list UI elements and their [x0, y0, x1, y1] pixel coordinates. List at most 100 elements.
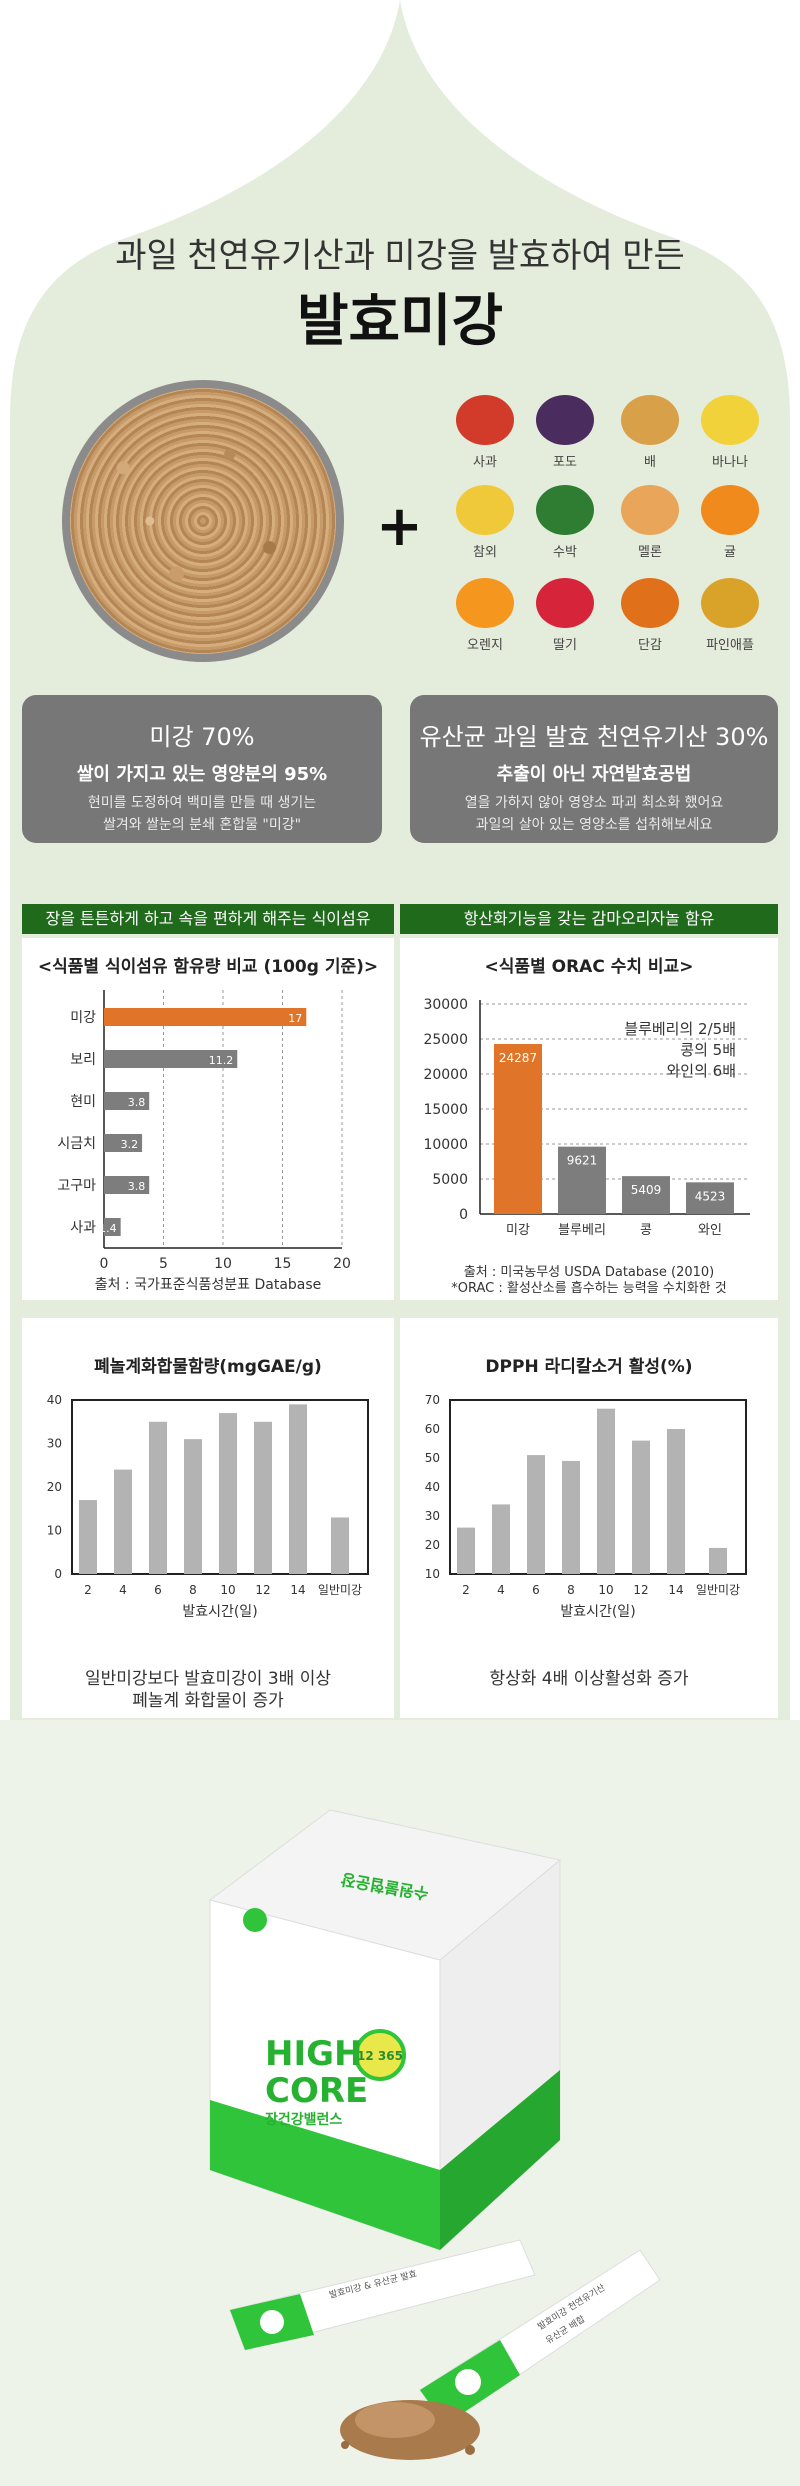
data-label: 24287 [499, 1051, 537, 1065]
info-box-title: 미강 70% [149, 723, 255, 751]
apple-icon [456, 395, 514, 445]
bar [219, 1413, 237, 1574]
x-tick-label: 2 [462, 1583, 470, 1597]
plus-icon: + [376, 494, 423, 559]
bar [558, 1146, 606, 1214]
info-box-headline: 쌀이 가지고 있는 영양분의 95% [76, 764, 328, 785]
x-tick-label: 4 [497, 1583, 505, 1597]
y-tick-label: 40 [425, 1480, 440, 1494]
product-brand-line1: HIGH [265, 2034, 362, 2074]
hero-title: 발효미강 [296, 289, 504, 352]
x-tick-label: 8 [189, 1583, 197, 1597]
data-label: 4523 [695, 1189, 726, 1203]
fruit-item: 포도 [525, 395, 605, 470]
bar [597, 1408, 615, 1574]
y-tick-label: 70 [425, 1393, 440, 1407]
y-tick-label: 40 [47, 1393, 62, 1407]
bar [104, 1008, 307, 1026]
bar [492, 1504, 510, 1574]
category-label: 콩 [640, 1223, 652, 1238]
melon-icon [621, 485, 679, 535]
x-tick-label: 12 [633, 1583, 648, 1597]
bar [79, 1500, 97, 1574]
bar [104, 1218, 121, 1236]
fruit-label: 참외 [473, 545, 497, 560]
rice-bran-image [62, 380, 344, 662]
polyphenol-caption-line: 일반미강보다 발효미강이 3배 이상 [85, 1669, 331, 1689]
product-image: 12 365 HIGH CORE 장건강밸런스 수원불협운장 발효미강 & 유산… [208, 1809, 661, 2460]
strawberry-icon [536, 578, 594, 628]
bar [104, 1050, 238, 1068]
data-label: 3.8 [128, 1180, 146, 1193]
fruit-item: 오렌지 [445, 578, 525, 653]
data-label: 9621 [567, 1154, 598, 1168]
fruit-label: 수박 [553, 545, 577, 560]
product-brand-line2: CORE [265, 2071, 368, 2111]
x-tick-label: 15 [274, 1256, 292, 1268]
x-tick-label: 12 [255, 1583, 270, 1597]
data-label: 17 [288, 1012, 302, 1025]
fiber-section-bar: 장을 튼튼하게 하고 속을 편하게 해주는 식이섬유 [22, 904, 394, 934]
bar [104, 1176, 150, 1194]
fiber-chart-card: <식품별 식이섬유 함유량 비교 (100g 기준)> 0 5 10 15 20 17 미강… [22, 938, 394, 1300]
info-box-line: 현미를 도정하여 백미를 만들 때 생기는 [87, 795, 317, 811]
rice-bran-info-box: 미강 70% 쌀이 가지고 있는 영양분의 95% 현미를 도정하여 백미를 만… [22, 695, 382, 843]
bar [667, 1429, 685, 1574]
hero-subtitle: 과일 천연유기산과 미강을 발효하여 만든 [115, 237, 685, 275]
y-tick-label: 10 [425, 1567, 440, 1581]
orac-chart-title: <식품별 ORAC 수치 비교> [484, 957, 694, 977]
orac-chart-card: <식품별 ORAC 수치 비교> 0 5000 10000 15000 20000 250… [400, 938, 778, 1300]
y-tick-label: 10 [47, 1524, 62, 1538]
y-tick-label: 10000 [423, 1137, 468, 1153]
fruit-item: 사과 [445, 395, 525, 470]
x-tick-label: 6 [154, 1583, 162, 1597]
data-label: 1.4 [99, 1222, 117, 1235]
category-label: 시금치 [57, 1136, 96, 1152]
category-label: 현미 [70, 1094, 96, 1110]
fruit-label: 사과 [473, 455, 497, 470]
x-tick-label: 10 [214, 1256, 232, 1268]
x-tick-label: 6 [532, 1583, 540, 1597]
fruit-item: 바나나 [690, 395, 770, 470]
pineapple-icon [701, 578, 759, 628]
x-tick-label: 10 [598, 1583, 613, 1597]
x-tick-label: 20 [333, 1256, 351, 1268]
y-tick-label: 30 [425, 1509, 440, 1523]
bar [632, 1440, 650, 1574]
bar [289, 1404, 307, 1574]
fruit-item: 멜론 [610, 485, 690, 560]
x-tick-label: 5 [159, 1256, 168, 1268]
y-tick-label: 15000 [423, 1102, 468, 1118]
bar [622, 1176, 670, 1214]
data-label: 3.2 [121, 1138, 139, 1151]
data-label: 3.8 [128, 1096, 146, 1109]
y-tick-label: 20 [425, 1538, 440, 1552]
info-box-line: 과일의 살아 있는 영양소를 섭취해보세요 [475, 817, 713, 833]
orac-chart: 0 5000 10000 15000 20000 25000 30000 24287 미강 962… [423, 997, 750, 1238]
korean-melon-icon [456, 485, 514, 535]
watermelon-icon [536, 485, 594, 535]
y-tick-label: 60 [425, 1422, 440, 1436]
fruit-item: 참외 [445, 485, 525, 560]
x-tick-label: 일반미강 [696, 1583, 740, 1597]
fiber-chart-source: 출처 : 국가표준식품성분표 Database [94, 1277, 322, 1293]
dpph-chart-card: DPPH 라디칼소거 활성(%) 10 20 30 40 50 60 70 2 4 6 8 10 12 1… [400, 1318, 778, 1718]
bar [457, 1527, 475, 1574]
y-tick-label: 20000 [423, 1067, 468, 1083]
y-tick-label: 50 [425, 1451, 440, 1465]
dpph-chart-title: DPPH 라디칼소거 활성(%) [485, 1357, 693, 1377]
grape-icon [536, 395, 594, 445]
fruit-item: 파인애플 [690, 578, 770, 653]
data-label: 11.2 [209, 1054, 234, 1067]
oryzanol-section-bar: 항산화기능을 갖는 감마오리자놀 함유 [400, 904, 778, 934]
info-box-line: 쌀겨와 쌀눈의 분쇄 혼합물 "미강" [102, 817, 302, 833]
fruit-item: 수박 [525, 485, 605, 560]
category-label: 미강 [506, 1223, 530, 1238]
bar [494, 1043, 542, 1214]
x-axis-label: 발효시간(일) [560, 1604, 635, 1620]
x-tick-label: 8 [567, 1583, 575, 1597]
bar [104, 1134, 143, 1152]
info-box-title: 유산균 과일 발효 천연유기산 30% [419, 723, 769, 751]
